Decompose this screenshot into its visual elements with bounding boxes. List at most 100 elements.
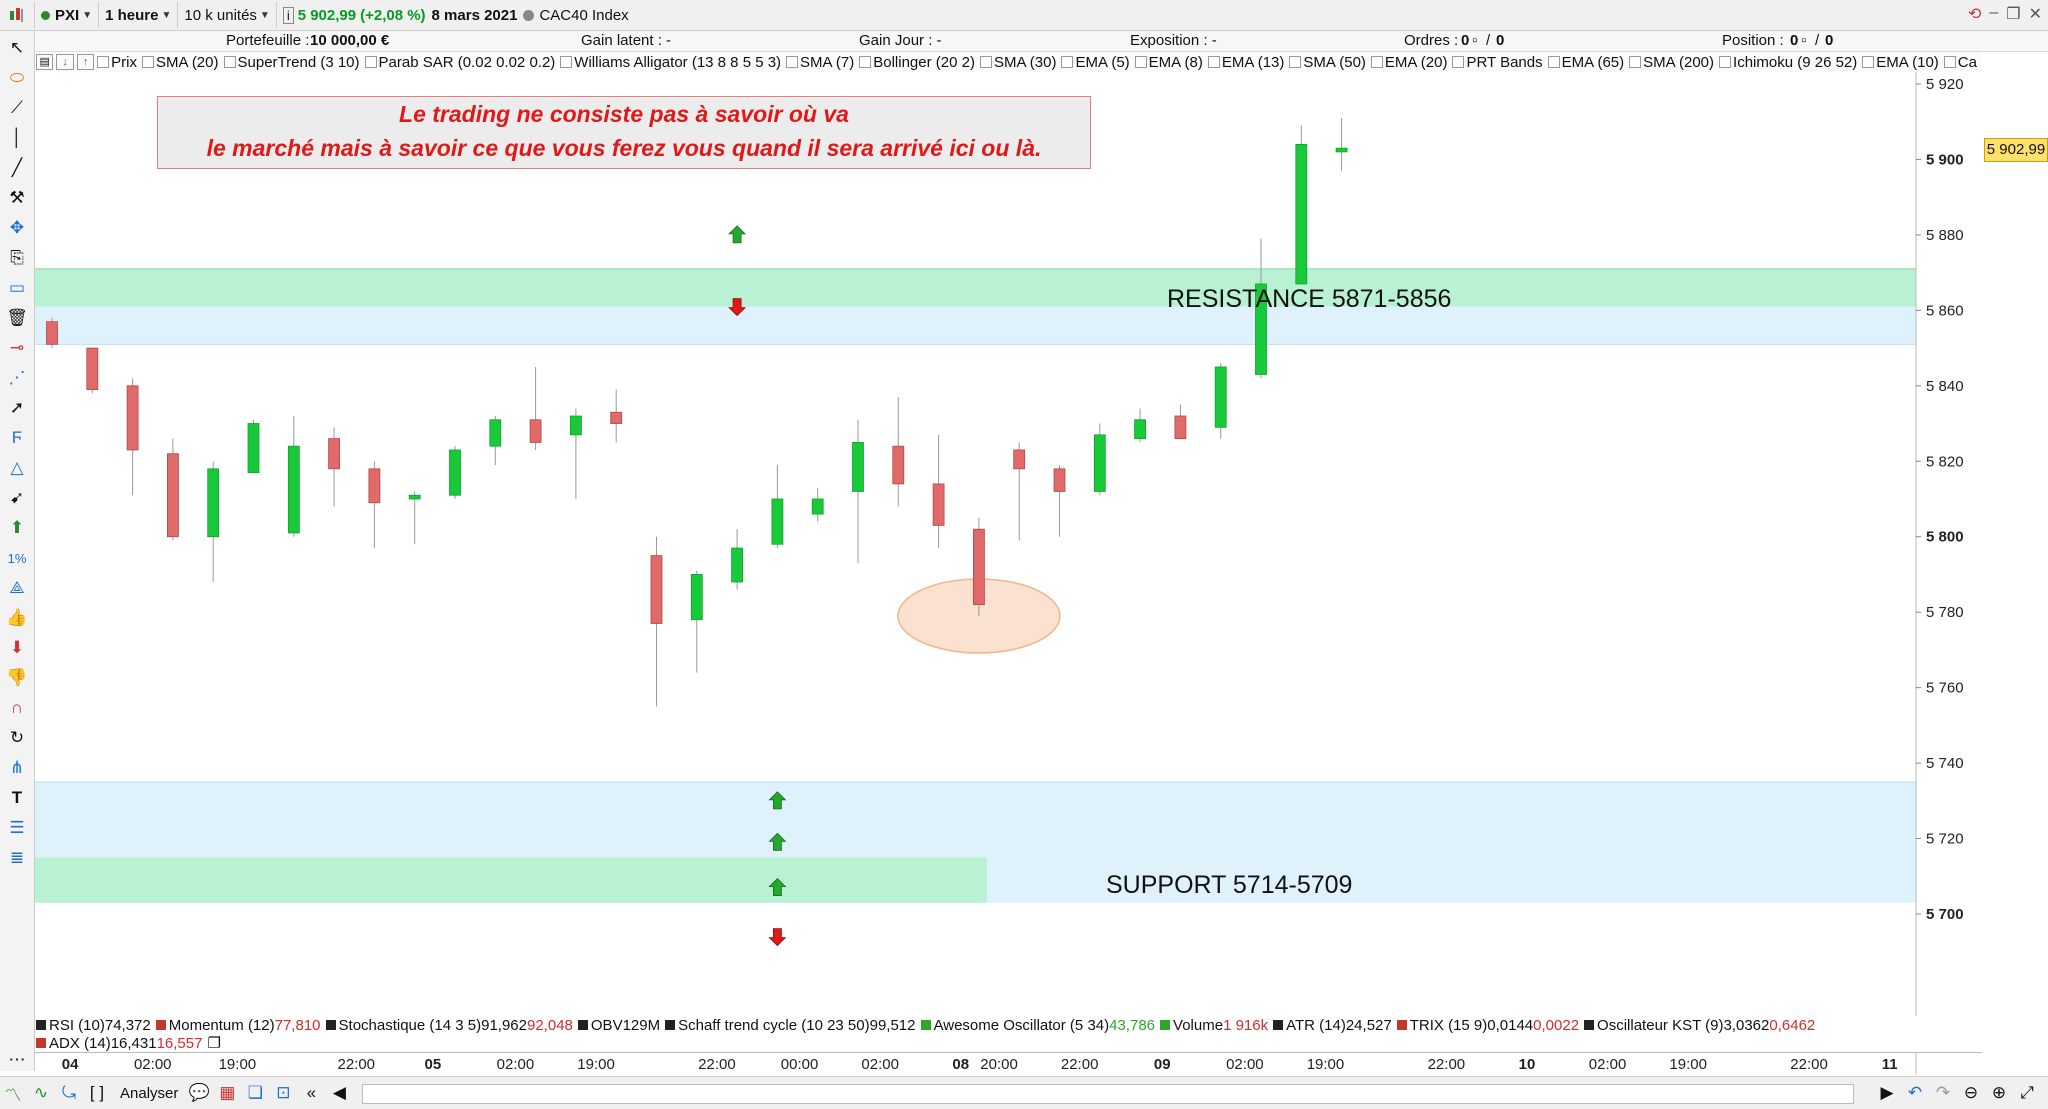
indicator-toggle[interactable]: Parab SAR (0.02 0.02 0.2) <box>364 54 555 71</box>
fit-icon[interactable]: ⤢ <box>2020 1083 2034 1102</box>
oscillator-item[interactable]: Oscillateur KST (9) 3,0362 0,6462 <box>1584 1017 1815 1034</box>
bracket-icon[interactable]: [ ] <box>89 1083 105 1102</box>
windows-icon[interactable]: ❏ <box>247 1083 263 1102</box>
undo-icon[interactable]: ↶ <box>1907 1083 1923 1102</box>
indicator-checkbox[interactable] <box>1207 56 1220 68</box>
screenshot-icon[interactable]: ⊡ <box>276 1083 291 1102</box>
position-icon[interactable]: ▫ <box>1801 32 1807 49</box>
line-tool-icon[interactable]: ╱ <box>11 158 23 177</box>
text-icon[interactable]: T <box>11 788 23 807</box>
oscillator-item[interactable]: Stochastique (14 3 5) 91,962 92,048 <box>325 1017 573 1034</box>
fibonacci-icon[interactable]: Ϝ <box>11 428 23 447</box>
more-tools-icon[interactable]: ⋯ <box>8 1050 26 1069</box>
collapse-icon[interactable]: « <box>306 1083 317 1102</box>
horizontal-scrollbar[interactable] <box>362 1084 1854 1104</box>
triangle-icon[interactable]: △ <box>10 458 24 477</box>
indicator-checkbox[interactable] <box>1134 56 1147 68</box>
symbol-select[interactable]: PXI ▼ <box>35 2 100 28</box>
sell-arrow-icon[interactable]: ↓ <box>56 54 74 70</box>
list-icon[interactable]: ▦ <box>219 1083 236 1102</box>
indicator-toggle[interactable]: Williams Alligator (13 8 8 5 5 3) <box>560 54 781 71</box>
indicator-toggle[interactable]: EMA (13) <box>1207 54 1284 71</box>
price-chart[interactable]: 5 920 5 900 5 880 5 860 5 840 5 820 5 800 5 780… <box>35 72 1982 1016</box>
indicator-checkbox[interactable] <box>223 56 236 68</box>
move-icon[interactable]: ✥ <box>9 218 25 237</box>
indicator-checkbox[interactable] <box>1289 56 1302 68</box>
oscillator-item[interactable]: Volume 1 916k <box>1160 1017 1268 1034</box>
indicator-checkbox[interactable] <box>786 56 799 68</box>
indicator-add-icon[interactable]: ∿ <box>33 1083 49 1102</box>
copy-icon[interactable]: ⎘ <box>10 248 24 267</box>
indicator-checkbox[interactable] <box>1370 56 1383 68</box>
indicator-toggle[interactable]: Bollinger (20 2) <box>859 54 975 71</box>
oscillator-item[interactable]: Awesome Oscillator (5 34) 43,786 <box>920 1017 1155 1034</box>
segment-tool-icon[interactable]: ⟋ <box>11 98 23 117</box>
ordres-icon[interactable]: ▫ <box>1472 32 1478 49</box>
indicator-toggle[interactable]: EMA (20) <box>1370 54 1447 71</box>
scroll-right-icon[interactable]: ▶ <box>1880 1083 1894 1102</box>
indicator-toggle[interactable]: EMA (8) <box>1134 54 1203 71</box>
rectangle-icon[interactable]: ▭ <box>8 278 26 297</box>
rotate-icon[interactable]: ↻ <box>9 728 25 747</box>
indicator-checkbox[interactable] <box>97 56 110 68</box>
duplicate-icon[interactable]: ❐ <box>207 1035 221 1052</box>
fib-settings-icon[interactable]: ≣ <box>9 848 25 867</box>
up-arrow-icon[interactable]: ⬆ <box>9 518 25 537</box>
oscillator-item[interactable]: Schaff trend cycle (10 23 50) 99,512 <box>665 1017 916 1034</box>
units-select[interactable]: 10 k unités ▼ <box>178 2 277 28</box>
share-icon[interactable]: ⤿ <box>61 1083 77 1102</box>
pointer-icon[interactable]: ↖ <box>9 38 25 57</box>
indicator-checkbox[interactable] <box>141 56 154 68</box>
magnet-icon[interactable]: ∩ <box>10 698 24 717</box>
scroll-left-icon[interactable]: ◀ <box>332 1083 346 1102</box>
line-chart-icon[interactable]: 〽 <box>4 1085 22 1105</box>
indicator-checkbox[interactable] <box>560 56 573 68</box>
analyser-button[interactable]: Analyser <box>120 1084 179 1102</box>
indicator-toggle[interactable]: Ichimoku (9 26 52) <box>1719 54 1857 71</box>
indicator-toggle[interactable]: EMA (10) <box>1862 54 1939 71</box>
oscillator-item[interactable]: Momentum (12) 77,810 <box>155 1017 321 1034</box>
oscillator-item[interactable]: RSI (10) 74,372 <box>36 1017 151 1034</box>
indicator-checkbox[interactable] <box>1719 56 1732 68</box>
indicator-toggle[interactable]: EMA (65) <box>1547 54 1624 71</box>
indicator-checkbox[interactable] <box>1452 56 1465 68</box>
restore-icon[interactable]: ❐ <box>2006 6 2021 23</box>
indicator-toggle[interactable]: SMA (30) <box>979 54 1056 71</box>
trash-icon[interactable]: 🗑 <box>6 308 28 327</box>
fib-grid-icon[interactable]: ☰ <box>9 818 25 837</box>
indicator-checkbox[interactable] <box>364 56 377 68</box>
buy-arrow-icon[interactable]: ↑ <box>76 54 95 70</box>
vertical-line-icon[interactable]: │ <box>11 128 23 147</box>
thumbs-down-icon[interactable]: 👎 <box>6 668 28 687</box>
indicator-toggle[interactable]: SuperTrend (3 10) <box>223 54 360 71</box>
oscillator-item[interactable]: OBV 129M <box>577 1017 660 1034</box>
indicator-toggle[interactable]: Prix <box>97 54 137 71</box>
indicator-checkbox[interactable] <box>1547 56 1560 68</box>
indicator-toggle[interactable]: Ca <box>1943 54 1977 71</box>
indicator-toggle[interactable]: EMA (5) <box>1061 54 1130 71</box>
indicator-toggle[interactable]: SMA (200) <box>1629 54 1714 71</box>
channel-icon[interactable]: ⋰ <box>8 368 26 387</box>
zoom-in-icon[interactable]: ⊕ <box>1991 1083 2007 1102</box>
oscillator-item[interactable]: ADX (14) 16,431 16,557 <box>36 1035 202 1052</box>
indicator-toggle[interactable]: SMA (50) <box>1289 54 1366 71</box>
minimize-icon[interactable]: – <box>1989 4 1999 21</box>
indicator-checkbox[interactable] <box>1061 56 1074 68</box>
chart-type-icon[interactable] <box>0 2 35 28</box>
redo-icon[interactable]: ↷ <box>1935 1083 1951 1102</box>
percent-icon[interactable]: 1% <box>7 550 27 566</box>
indicator-toggle[interactable]: SMA (7) <box>786 54 854 71</box>
close-icon[interactable]: ✕ <box>2028 6 2042 23</box>
indicator-checkbox[interactable] <box>1629 56 1642 68</box>
fan-icon[interactable]: ⟁ <box>9 578 25 597</box>
refresh-icon[interactable]: ⟲ <box>1967 6 1982 23</box>
indicator-checkbox[interactable] <box>979 56 992 68</box>
chat-icon[interactable]: 💬 <box>188 1083 210 1102</box>
timeframe-select[interactable]: 1 heure ▼ <box>99 2 179 28</box>
indicator-toggle[interactable]: SMA (20) <box>141 54 219 71</box>
tools-icon[interactable]: ⚒ <box>9 188 25 207</box>
zoom-out-icon[interactable]: ⊖ <box>1963 1083 1979 1102</box>
indicator-toggle[interactable]: PRT Bands <box>1452 54 1543 71</box>
layout-icon[interactable]: ▤ <box>36 54 54 70</box>
thumbs-up-icon[interactable]: 👍 <box>6 608 28 627</box>
